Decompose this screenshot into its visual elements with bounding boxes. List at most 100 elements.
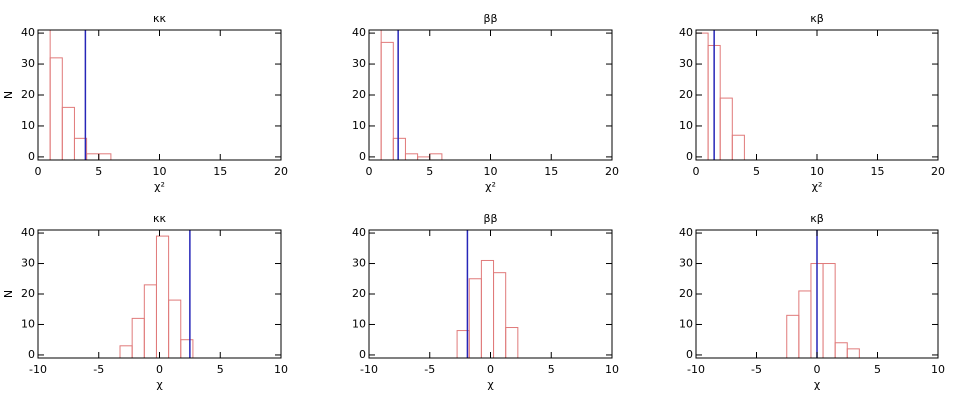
y-tick-label: 30: [679, 257, 693, 270]
histogram-bar: [132, 318, 144, 358]
histogram-bar: [787, 315, 799, 358]
x-tick-label: 5: [217, 363, 224, 376]
x-tick-label: -5: [93, 363, 104, 376]
x-axis-label: χ²: [812, 180, 823, 193]
histogram-bar: [696, 33, 708, 160]
y-tick-label: 10: [352, 119, 366, 132]
y-tick-label: 10: [679, 317, 693, 330]
histogram-bar: [430, 154, 442, 160]
y-tick-label: 30: [352, 257, 366, 270]
y-tick-label: 10: [679, 119, 693, 132]
x-tick-label: 5: [874, 363, 881, 376]
x-tick-label: 0: [487, 363, 494, 376]
panel-title: κκ: [153, 12, 166, 25]
histogram-bar: [62, 107, 74, 160]
y-tick-label: 40: [21, 26, 35, 39]
histogram-bar: [799, 291, 811, 358]
panel-title: κβ: [810, 212, 824, 225]
x-axis-label: χ: [156, 378, 163, 391]
y-tick-label: 20: [352, 88, 366, 101]
panel-title: ββ: [483, 212, 497, 225]
x-tick-label: 15: [871, 165, 885, 178]
panel-title: ββ: [483, 12, 497, 25]
y-tick-label: 30: [352, 57, 366, 70]
x-tick-label: 5: [95, 165, 102, 178]
x-tick-label: 0: [156, 363, 163, 376]
x-tick-label: -10: [29, 363, 47, 376]
y-tick-label: 40: [679, 26, 693, 39]
y-tick-label: 0: [359, 348, 366, 361]
histogram-bar: [847, 349, 859, 358]
histogram-bar: [50, 58, 62, 160]
y-tick-label: 20: [679, 287, 693, 300]
x-tick-label: -10: [687, 363, 705, 376]
x-tick-label: -5: [751, 363, 762, 376]
x-tick-label: 10: [810, 165, 824, 178]
histogram-bar: [405, 154, 417, 160]
y-tick-label: 0: [359, 150, 366, 163]
x-tick-label: -10: [360, 363, 378, 376]
x-tick-label: 10: [153, 165, 167, 178]
y-tick-label: 30: [21, 257, 35, 270]
x-axis-label: χ²: [154, 180, 165, 193]
histogram-bar: [506, 328, 518, 358]
histogram-bar: [87, 154, 99, 160]
x-tick-label: 10: [605, 363, 619, 376]
x-tick-label: 0: [366, 165, 373, 178]
x-tick-label: 0: [693, 165, 700, 178]
histogram-bar: [835, 343, 847, 358]
histogram-bar: [181, 340, 193, 358]
x-tick-label: 10: [484, 165, 498, 178]
y-tick-label: 20: [21, 287, 35, 300]
y-tick-label: 30: [679, 57, 693, 70]
y-tick-label: 10: [352, 317, 366, 330]
y-tick-label: 40: [352, 26, 366, 39]
y-tick-label: 0: [28, 150, 35, 163]
histogram-bar: [481, 260, 493, 358]
histogram-bar: [393, 138, 405, 160]
y-tick-label: 20: [352, 287, 366, 300]
y-tick-label: 20: [679, 88, 693, 101]
x-axis-label: χ²: [485, 180, 496, 193]
histogram-bar: [732, 135, 744, 160]
histogram-bar: [120, 346, 132, 358]
axes-frame: [38, 230, 281, 358]
y-tick-label: 0: [686, 150, 693, 163]
panel-title: κβ: [810, 12, 824, 25]
x-tick-label: 5: [548, 363, 555, 376]
histogram-bar: [99, 154, 111, 160]
panel-title: κκ: [153, 212, 166, 225]
y-axis-label: N: [2, 91, 15, 99]
histogram-bar: [156, 236, 168, 358]
y-tick-label: 0: [686, 348, 693, 361]
x-tick-label: 0: [814, 363, 821, 376]
y-tick-label: 20: [21, 88, 35, 101]
x-tick-label: 5: [753, 165, 760, 178]
y-tick-label: 40: [352, 226, 366, 239]
histogram-bar: [494, 273, 506, 358]
figure: 0 5 10 15 20 0 10 20 30 40 κκ χ² N 0 5 10 15 20 0 10 20 30 40 β…: [0, 0, 969, 416]
x-tick-label: 20: [274, 165, 288, 178]
histogram-bar: [144, 285, 156, 358]
x-tick-label: 0: [35, 165, 42, 178]
x-tick-label: 15: [213, 165, 227, 178]
x-tick-label: -5: [424, 363, 435, 376]
y-axis-label: N: [2, 290, 15, 298]
histogram-bar: [823, 264, 835, 358]
y-tick-label: 40: [21, 226, 35, 239]
y-tick-label: 10: [21, 317, 35, 330]
y-tick-label: 30: [21, 57, 35, 70]
y-tick-label: 10: [21, 119, 35, 132]
histogram-bar: [169, 300, 181, 358]
histogram-bar: [469, 279, 481, 358]
x-tick-label: 15: [544, 165, 558, 178]
x-axis-label: χ: [814, 378, 821, 391]
x-tick-label: 20: [931, 165, 945, 178]
x-tick-label: 5: [426, 165, 433, 178]
y-tick-label: 0: [28, 348, 35, 361]
axes-frame: [369, 230, 612, 358]
histogram-bar: [720, 98, 732, 160]
x-tick-label: 20: [605, 165, 619, 178]
x-axis-label: χ: [487, 378, 494, 391]
y-tick-label: 40: [679, 226, 693, 239]
